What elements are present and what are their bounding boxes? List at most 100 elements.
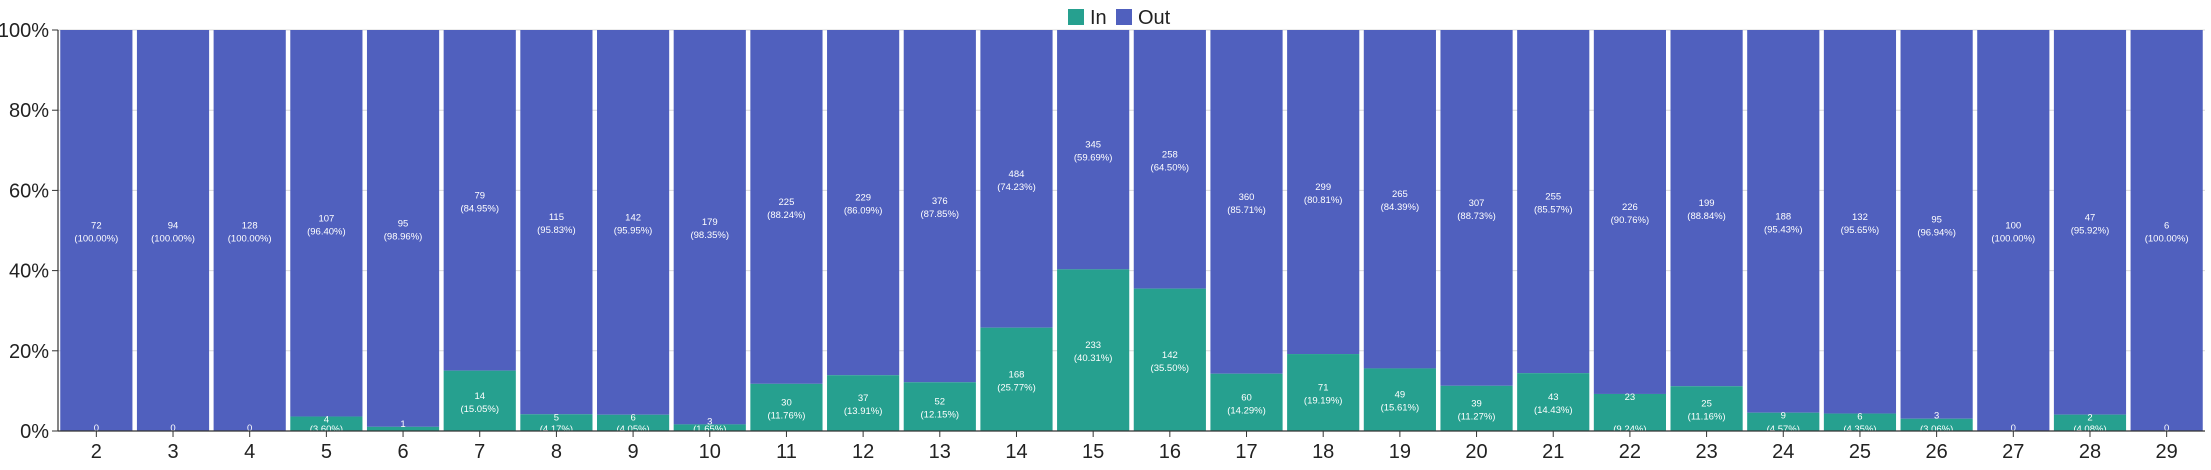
bar-out-20	[1440, 30, 1513, 386]
x-tick-label: 4	[244, 441, 255, 463]
bar-in-percent-label: (1.65%)	[693, 424, 726, 435]
bar-out-9	[597, 30, 670, 415]
bar-out-4	[213, 30, 286, 431]
bar-out-value-label: 376	[932, 196, 948, 207]
bar-in-percent-label: (4.08%)	[2073, 424, 2106, 435]
bar-out-percent-label: (95.83%)	[537, 225, 576, 236]
x-tick-label: 7	[474, 441, 485, 463]
x-tick-label: 25	[1849, 441, 1871, 463]
bar-out-value-label: 100	[2005, 221, 2021, 232]
bar-out-21	[1517, 30, 1590, 374]
legend: In Out	[1068, 7, 1171, 29]
x-tick-label: 10	[699, 441, 721, 463]
x-tick-label: 19	[1389, 441, 1411, 463]
bar-out-value-label: 226	[1622, 202, 1638, 213]
bar-out-19	[1363, 30, 1436, 369]
bar-out-percent-label: (95.43%)	[1764, 224, 1803, 235]
legend-swatch-in	[1068, 9, 1084, 25]
bar-out-percent-label: (59.69%)	[1074, 153, 1113, 164]
x-tick-label: 8	[551, 441, 562, 463]
x-tick-label: 6	[397, 441, 408, 463]
bar-in-20	[1440, 385, 1513, 431]
bar-in-percent-label: (12.15%)	[921, 410, 960, 421]
bar-out-percent-label: (100.00%)	[228, 234, 272, 245]
bar-out-value-label: 258	[1162, 149, 1178, 160]
bar-in-percent-label: (40.31%)	[1074, 353, 1113, 364]
bar-in-percent-label: (4.17%)	[540, 424, 573, 435]
bar-out-23	[1670, 30, 1743, 387]
bar-in-value-label: 3	[707, 416, 712, 427]
bar-out-value-label: 179	[702, 217, 718, 228]
bar-in-percent-label: (3.60%)	[310, 424, 343, 435]
x-tick-label: 13	[929, 441, 951, 463]
bar-in-11	[750, 383, 823, 431]
y-tick-label: 100%	[0, 20, 49, 42]
bar-in-15	[1057, 269, 1130, 431]
x-tick-label: 29	[2156, 441, 2178, 463]
bar-in-percent-label: (11.27%)	[1458, 411, 1496, 422]
bar-out-value-label: 107	[318, 213, 334, 224]
bar-in-value-label: 6	[1857, 412, 1862, 423]
bar-out-value-label: 225	[779, 197, 795, 208]
bar-out-percent-label: (95.95%)	[614, 225, 653, 236]
bar-out-percent-label: (87.85%)	[921, 209, 960, 220]
bar-in-16	[1133, 288, 1206, 431]
x-tick-label: 16	[1159, 441, 1181, 463]
bar-in-percent-label: (19.19%)	[1304, 396, 1343, 407]
bar-in-percent-label: (4.57%)	[1767, 424, 1800, 435]
bar-out-value-label: 95	[1931, 214, 1942, 225]
bar-out-value-label: 484	[1009, 169, 1025, 180]
bar-in-12	[827, 375, 900, 431]
y-tick-label: 60%	[9, 180, 49, 202]
bar-out-percent-label: (84.39%)	[1381, 202, 1420, 213]
bar-out-3	[136, 30, 210, 431]
bar-out-percent-label: (88.24%)	[767, 210, 806, 221]
bar-in-23	[1670, 386, 1743, 431]
bar-in-value-label: 25	[1701, 399, 1712, 410]
bar-in-value-label: 14	[474, 391, 485, 402]
bar-in-value-label: 6	[630, 413, 635, 424]
bar-out-6	[366, 30, 440, 427]
legend-swatch-out	[1116, 9, 1132, 25]
bar-in-14	[980, 327, 1053, 431]
bar-out-14	[980, 30, 1053, 328]
bar-out-27	[1977, 30, 2050, 431]
bar-in-percent-label: (9.24%)	[1613, 424, 1646, 435]
x-tick-label: 27	[2002, 441, 2024, 463]
x-tick-label: 18	[1312, 441, 1334, 463]
bar-in-value-label: 168	[1009, 369, 1025, 380]
bar-out-percent-label: (96.40%)	[307, 226, 346, 237]
bar-out-value-label: 47	[2085, 212, 2096, 223]
bar-out-percent-label: (100.00%)	[74, 234, 118, 245]
bar-in-percent-label: (4.05%)	[616, 424, 649, 435]
bar-in-percent-label: (14.43%)	[1534, 405, 1573, 416]
bar-out-value-label: 94	[168, 221, 179, 232]
bar-in-percent-label: (13.91%)	[844, 406, 883, 417]
x-tick-label: 5	[321, 441, 332, 463]
bar-out-24	[1747, 30, 1820, 413]
bar-out-value-label: 229	[855, 193, 871, 204]
bar-out-percent-label: (88.84%)	[1687, 211, 1726, 222]
bar-in-9	[597, 414, 670, 431]
bar-out-22	[1593, 30, 1666, 394]
bar-in-22	[1593, 393, 1666, 431]
x-tick-label: 24	[1772, 441, 1794, 463]
bar-in-18	[1287, 354, 1360, 431]
bar-in-value-label: 52	[935, 397, 946, 408]
x-tick-label: 20	[1465, 441, 1487, 463]
x-tick-label: 26	[1926, 441, 1948, 463]
bar-out-value-label: 95	[398, 218, 409, 229]
bar-in-7	[443, 370, 516, 431]
bar-in-value-label: 4	[324, 415, 329, 426]
bar-in-value-label: 1	[400, 419, 405, 430]
x-tick-label: 22	[1619, 441, 1641, 463]
bar-out-percent-label: (100.00%)	[151, 234, 195, 245]
x-tick-label: 12	[852, 441, 874, 463]
bar-in-value-label: 0	[247, 423, 252, 434]
bar-out-value-label: 142	[625, 212, 641, 223]
bar-in-percent-label: (4.35%)	[1843, 424, 1876, 435]
bar-out-2	[60, 30, 133, 431]
bar-out-18	[1287, 30, 1360, 355]
bar-in-percent-label: (3.06%)	[1920, 424, 1953, 435]
legend-label-out: Out	[1138, 7, 1171, 29]
